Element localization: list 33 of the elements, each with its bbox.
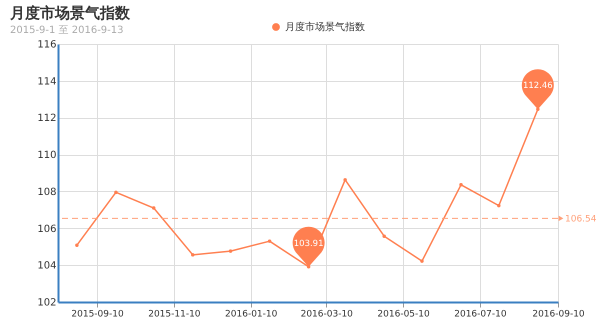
x-tick-label: 2016-01-10	[225, 310, 278, 320]
y-tick-label: 110	[37, 150, 56, 162]
point	[228, 249, 232, 253]
point	[114, 190, 118, 194]
point	[191, 253, 194, 257]
y-tick-label: 116	[37, 40, 56, 50]
chart-title: 月度市场景气指数	[9, 4, 131, 22]
y-tick-label: 104	[37, 260, 56, 272]
x-tick-label: 2016-03-10	[300, 310, 354, 320]
legend-label: 月度市场景气指数	[285, 21, 365, 33]
line-series	[75, 108, 540, 269]
annotation: 112.46	[522, 81, 553, 92]
point	[152, 206, 156, 210]
point	[343, 178, 347, 182]
x-tick-label: 2015-09-10	[71, 310, 124, 320]
x-tick-label: 2015-11-10	[148, 310, 201, 320]
y-tick-label: 112	[37, 113, 56, 124]
point	[382, 234, 386, 238]
ref-line-label: 106.54	[565, 214, 597, 224]
y-tick-label: 108	[37, 186, 56, 198]
x-tick-label: 2016-05-10	[377, 310, 430, 320]
point	[268, 239, 272, 243]
y-tick-label: 102	[37, 298, 56, 308]
y-tick-label: 106	[37, 224, 56, 235]
point	[420, 259, 424, 263]
point	[497, 204, 501, 208]
y-tick-label: 114	[37, 76, 56, 88]
annotation: 103.91	[294, 238, 324, 249]
chart-subtitle: 2015-9-1 至 2016-9-13	[10, 25, 124, 36]
x-tick-label: 2016-07-10	[454, 310, 507, 320]
point	[459, 183, 463, 187]
point	[75, 244, 79, 247]
x-tick-label: 2016-09-10	[532, 310, 585, 320]
